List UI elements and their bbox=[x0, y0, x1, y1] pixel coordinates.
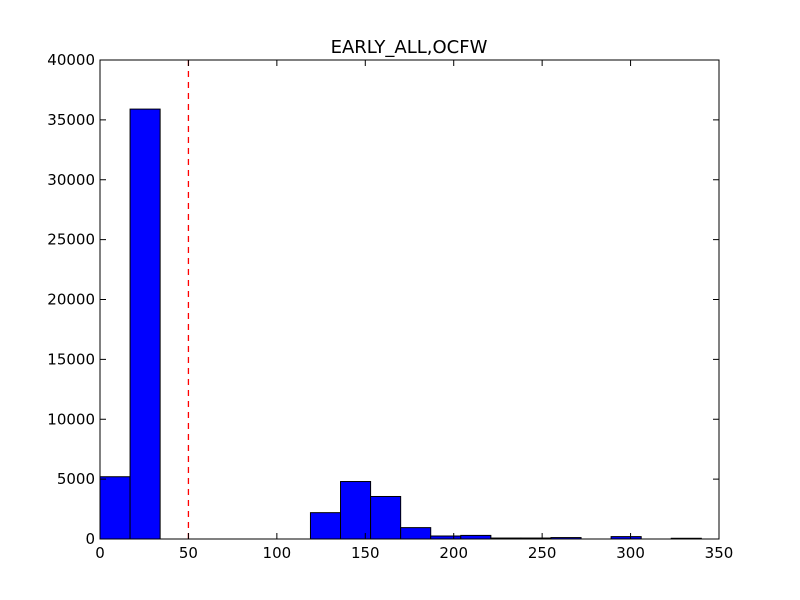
y-tick-label: 30000 bbox=[47, 171, 95, 189]
x-tick-label: 50 bbox=[179, 544, 198, 562]
y-tick-label: 35000 bbox=[47, 111, 95, 129]
y-tick-label: 20000 bbox=[47, 291, 95, 309]
y-tick-label: 15000 bbox=[47, 350, 95, 368]
histogram-bar bbox=[460, 534, 492, 540]
x-tick-label: 300 bbox=[616, 544, 645, 562]
histogram-bar bbox=[340, 481, 372, 540]
y-tick-label: 5000 bbox=[57, 470, 95, 488]
x-axis: 0 50 100 150 200 250 300 350 bbox=[95, 60, 733, 562]
histogram-bar bbox=[99, 476, 131, 540]
x-tick-label: 150 bbox=[351, 544, 380, 562]
histogram-bar bbox=[370, 495, 402, 540]
x-tick-label: 250 bbox=[528, 544, 557, 562]
histogram-bar bbox=[129, 108, 161, 540]
y-axis: 0 5000 10000 15000 20000 25000 30000 35000 40000 bbox=[47, 51, 719, 548]
y-tick-label: 10000 bbox=[47, 410, 95, 428]
x-tick-label: 100 bbox=[263, 544, 292, 562]
chart-title: EARLY_ALL,OCFW bbox=[331, 37, 488, 58]
histogram-bar bbox=[400, 527, 432, 540]
bars-group bbox=[99, 108, 702, 540]
x-tick-label: 0 bbox=[95, 544, 105, 562]
x-tick-label: 200 bbox=[439, 544, 468, 562]
y-tick-label: 0 bbox=[85, 530, 95, 548]
y-tick-label: 40000 bbox=[47, 51, 95, 69]
x-tick-label: 350 bbox=[705, 544, 734, 562]
y-tick-label: 25000 bbox=[47, 231, 95, 249]
histogram-bar bbox=[309, 512, 342, 540]
